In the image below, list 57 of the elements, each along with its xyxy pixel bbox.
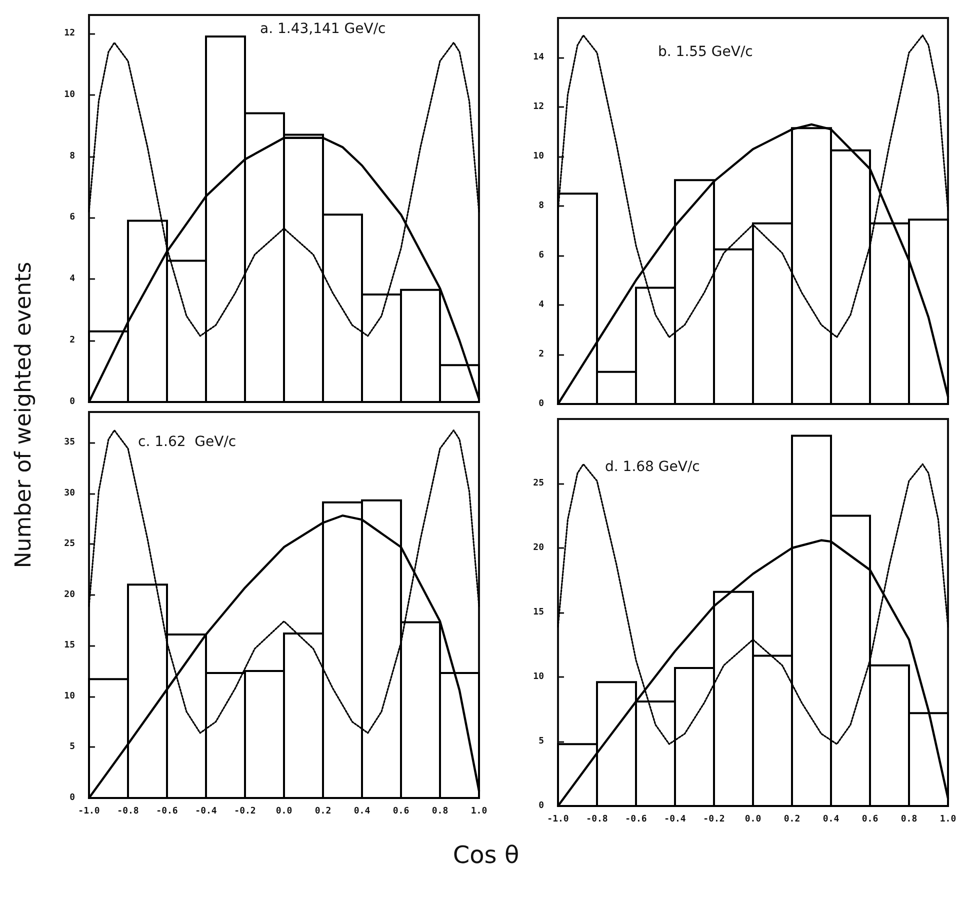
x-tick-label: 1.0	[940, 814, 956, 824]
y-tick-label: 8	[538, 201, 544, 212]
x-tick-label: 0.0	[744, 814, 762, 824]
y-tick-label: 15	[64, 640, 75, 651]
x-tick-label: 0.4	[354, 806, 371, 816]
x-tick-label: -1.0	[78, 806, 100, 816]
x-tick-label: -0.4	[664, 814, 686, 824]
y-tick-label: 8	[70, 151, 75, 162]
x-tick-label: -0.4	[195, 806, 218, 816]
y-tick-label: 14	[533, 52, 545, 63]
x-tick-label: -0.6	[625, 814, 647, 824]
y-tick-label: 20	[64, 590, 75, 600]
x-tick-label: 0.2	[314, 806, 332, 816]
x-tick-label: 0.4	[822, 814, 840, 824]
y-tick-label: 10	[64, 691, 75, 702]
y-tick-label: 4	[70, 274, 76, 284]
y-tick-label: 0	[538, 801, 544, 811]
y-tick-label: 6	[538, 250, 544, 261]
x-tick-label: 0.8	[432, 806, 448, 816]
y-tick-label: 5	[70, 742, 75, 752]
x-tick-label: 0.6	[392, 806, 410, 816]
text: b. 1.55 GeV/c	[658, 44, 753, 60]
y-tick-label: 12	[533, 102, 544, 112]
y-tick-label: 20	[533, 543, 544, 553]
y-tick-label: 2	[70, 336, 75, 346]
y-tick-label: 6	[70, 212, 75, 223]
x-tick-label: 0.2	[784, 814, 800, 824]
y-tick-label: 25	[64, 539, 75, 550]
y-tick-label: 5	[538, 736, 544, 746]
y-tick-label: 25	[533, 478, 544, 488]
text: d. 1.68 GeV/c	[605, 459, 700, 475]
y-tick-label: 10	[533, 152, 544, 162]
x-tick-label: 0.8	[900, 814, 918, 824]
y-axis-title: Number of weighted events	[12, 262, 36, 568]
x-tick-label: -0.2	[234, 806, 256, 816]
text: c. 1.62 GeV/c	[138, 434, 236, 450]
y-tick-label: 10	[533, 672, 544, 682]
x-tick-label: -0.8	[117, 806, 139, 816]
y-tick-label: 0	[538, 399, 544, 409]
y-tick-label: 2	[538, 350, 544, 360]
x-tick-label: 1.0	[470, 806, 488, 816]
x-tick-label: -0.2	[703, 814, 725, 824]
y-tick-label: 30	[64, 488, 75, 498]
y-tick-label: 12	[64, 28, 75, 38]
x-axis-title: Cos θ	[452, 841, 520, 869]
x-tick-label: 0.6	[862, 814, 878, 824]
x-tick-label: -0.8	[586, 814, 608, 824]
chart-title: a. 1.43,141 GeV/c	[260, 21, 386, 37]
x-tick-label: -1.0	[547, 814, 569, 824]
x-tick-label: -0.6	[156, 806, 178, 816]
x-tick-label: 0.0	[276, 806, 292, 816]
y-tick-label: 15	[533, 608, 544, 618]
y-tick-label: 10	[64, 90, 75, 100]
y-tick-label: 4	[538, 300, 545, 310]
y-tick-label: 35	[64, 437, 75, 448]
y-tick-label: 0	[70, 793, 75, 803]
y-tick-label: 0	[70, 397, 75, 407]
